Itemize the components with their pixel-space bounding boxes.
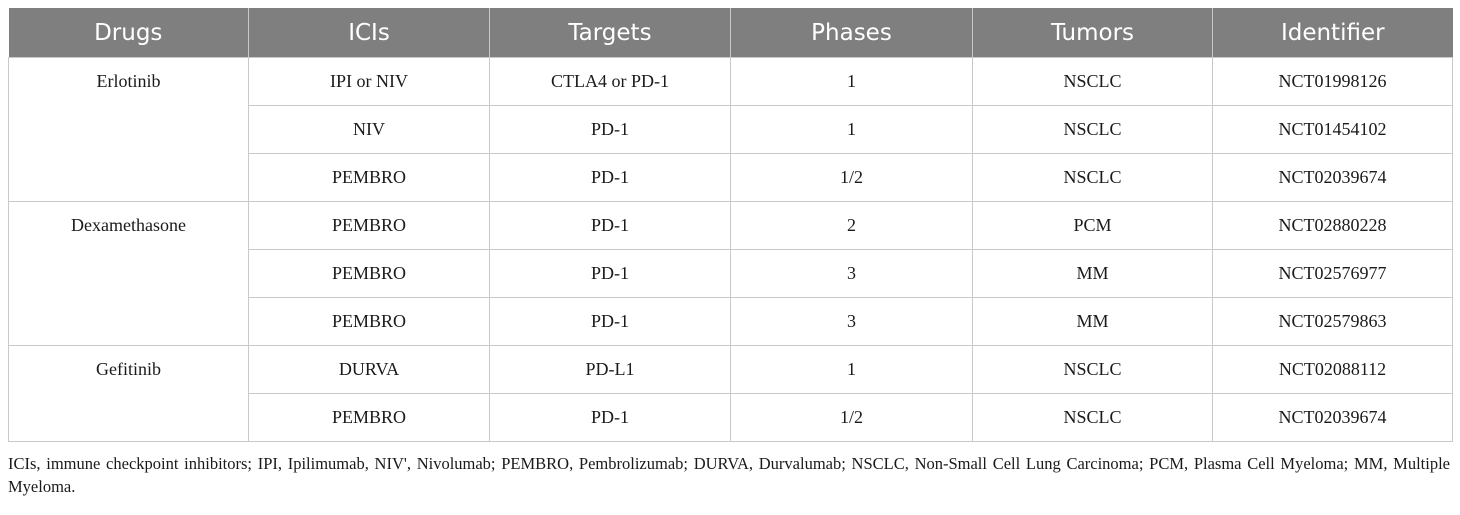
ici-cell: PEMBRO xyxy=(248,393,490,442)
table-row: PEMBRO PD-1 1/2 NSCLC NCT02039674 xyxy=(9,393,1453,442)
identifier-cell: NCT01454102 xyxy=(1212,105,1453,154)
tumor-cell: NSCLC xyxy=(972,345,1213,394)
target-cell: PD-1 xyxy=(489,249,731,298)
table-row: Erlotinib IPI or NIV CTLA4 or PD-1 1 NSC… xyxy=(8,57,1453,202)
table-row: PEMBRO PD-1 3 MM NCT02579863 xyxy=(9,297,1453,346)
table-row: NIV PD-1 1 NSCLC NCT01454102 xyxy=(9,105,1453,154)
phase-cell: 2 xyxy=(730,201,973,250)
drug-cell: Erlotinib xyxy=(8,57,249,202)
header-identifier: Identifier xyxy=(1212,8,1453,58)
tumor-cell: NSCLC xyxy=(972,105,1213,154)
phase-cell: 1/2 xyxy=(730,153,973,202)
drug-name: Erlotinib xyxy=(96,71,161,91)
phase-cell: 1 xyxy=(730,57,973,106)
tumor-cell: NSCLC xyxy=(972,393,1213,442)
header-tumors: Tumors xyxy=(972,8,1213,58)
table-body: Erlotinib IPI or NIV CTLA4 or PD-1 1 NSC… xyxy=(8,57,1453,442)
ici-cell: PEMBRO xyxy=(248,249,490,298)
target-cell: PD-1 xyxy=(489,153,731,202)
tumor-cell: NSCLC xyxy=(972,153,1213,202)
target-cell: CTLA4 or PD-1 xyxy=(489,57,731,106)
ici-cell: IPI or NIV xyxy=(248,57,490,106)
drug-cell: Gefitinib xyxy=(8,345,249,442)
phase-cell: 1/2 xyxy=(730,393,973,442)
table-row: Gefitinib DURVA PD-L1 1 NSCLC NCT0208811… xyxy=(8,345,1453,442)
target-cell: PD-1 xyxy=(489,393,731,442)
table-row: Dexamethasone PEMBRO PD-1 2 PCM NCT02880… xyxy=(8,201,1453,346)
identifier-cell: NCT02880228 xyxy=(1212,201,1453,250)
drug-cell: Dexamethasone xyxy=(8,201,249,346)
identifier-cell: NCT02088112 xyxy=(1212,345,1453,394)
table-row: PEMBRO PD-1 1/2 NSCLC NCT02039674 xyxy=(9,153,1453,202)
header-targets: Targets xyxy=(489,8,731,58)
table-footnote: ICIs, immune checkpoint inhibitors; IPI,… xyxy=(8,454,1450,496)
table-row: PEMBRO PD-1 3 MM NCT02576977 xyxy=(9,249,1453,298)
ici-cell: PEMBRO xyxy=(248,153,490,202)
target-cell: PD-1 xyxy=(489,297,731,346)
phase-cell: 3 xyxy=(730,249,973,298)
header-phases: Phases xyxy=(730,8,973,58)
identifier-cell: NCT01998126 xyxy=(1212,57,1453,106)
tumor-cell: MM xyxy=(972,249,1213,298)
table-container: Drugs ICIs Targets Phases Tumors Identif… xyxy=(8,8,1453,515)
tumor-cell: NSCLC xyxy=(972,57,1213,106)
header-icis: ICIs xyxy=(248,8,490,58)
target-cell: PD-L1 xyxy=(489,345,731,394)
ici-cell: NIV xyxy=(248,105,490,154)
phase-cell: 1 xyxy=(730,105,973,154)
identifier-cell: NCT02039674 xyxy=(1212,153,1453,202)
ici-cell: PEMBRO xyxy=(248,201,490,250)
ici-cell: DURVA xyxy=(248,345,490,394)
table-header: Drugs ICIs Targets Phases Tumors Identif… xyxy=(8,8,1453,58)
header-row: Drugs ICIs Targets Phases Tumors Identif… xyxy=(8,8,1453,58)
ici-cell: PEMBRO xyxy=(248,297,490,346)
phase-cell: 1 xyxy=(730,345,973,394)
identifier-cell: NCT02039674 xyxy=(1212,393,1453,442)
drug-name: Dexamethasone xyxy=(71,215,186,235)
clinical-trials-table: Drugs ICIs Targets Phases Tumors Identif… xyxy=(8,8,1453,442)
phase-cell: 3 xyxy=(730,297,973,346)
identifier-cell: NCT02576977 xyxy=(1212,249,1453,298)
tumor-cell: MM xyxy=(972,297,1213,346)
target-cell: PD-1 xyxy=(489,201,731,250)
header-drugs: Drugs xyxy=(8,8,249,58)
tumor-cell: PCM xyxy=(972,201,1213,250)
identifier-cell: NCT02579863 xyxy=(1212,297,1453,346)
target-cell: PD-1 xyxy=(489,105,731,154)
drug-name: Gefitinib xyxy=(96,359,161,379)
